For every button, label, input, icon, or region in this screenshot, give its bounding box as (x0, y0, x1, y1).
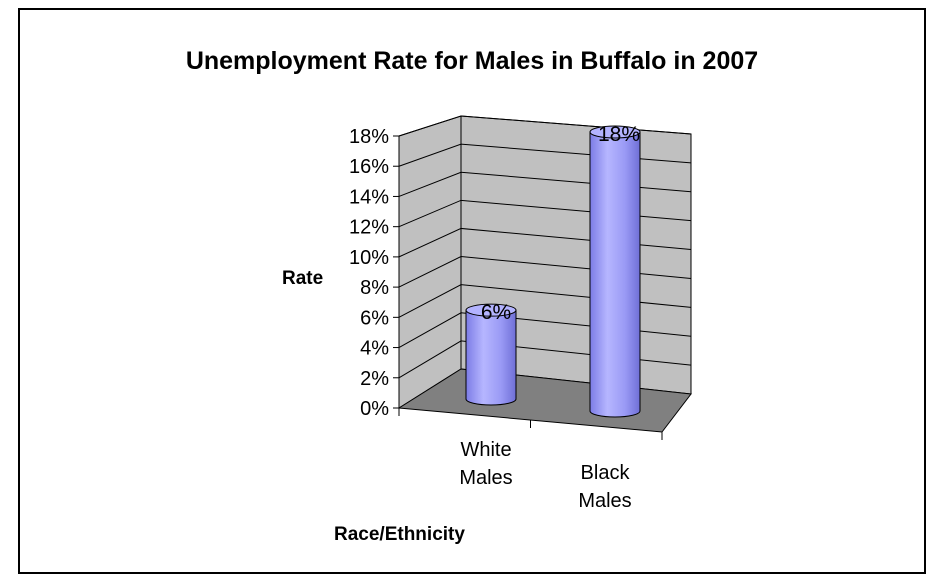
x-tick-label: White (460, 439, 511, 461)
chart-svg: Unemployment Rate for Males in Buffalo i… (186, 47, 758, 545)
x-axis-labels: White Males Black Males (459, 439, 631, 512)
bars (465, 125, 641, 418)
bar-body (589, 131, 641, 418)
x-tick-label: Black (581, 462, 631, 484)
y-tick-label: 12% (349, 217, 389, 239)
y-tick-label: 2% (360, 368, 389, 390)
bar-body (465, 309, 517, 406)
y-tick-label: 16% (349, 156, 389, 178)
x-axis-title: Race/Ethnicity (334, 524, 465, 545)
y-tick-label: 14% (349, 186, 389, 208)
bar-top (465, 303, 517, 317)
data-labels: 6% 18% (481, 123, 640, 324)
data-label: 18% (598, 123, 640, 146)
y-tick-label: 18% (349, 126, 389, 148)
data-label: 6% (481, 301, 511, 324)
chart-title: Unemployment Rate for Males in Buffalo i… (186, 47, 758, 75)
y-axis-ticks: 0% 2% 4% 6% 8% 10% 12% 14% 16% 18% (349, 126, 400, 420)
chart-frame: Unemployment Rate for Males in Buffalo i… (18, 8, 926, 574)
x-tick-label: Males (578, 490, 631, 512)
x-axis-ticks (398, 408, 663, 440)
bar-1 (589, 125, 641, 418)
y-tick-label: 10% (349, 247, 389, 269)
x-tick-label: Males (459, 467, 512, 489)
y-tick-label: 6% (360, 307, 389, 329)
y-axis-title: Rate (282, 268, 323, 289)
bar-top (589, 125, 641, 139)
y-tick-label: 0% (360, 398, 389, 420)
y-tick-label: 4% (360, 338, 389, 360)
y-tick-label: 8% (360, 277, 389, 299)
side-wall (398, 115, 462, 409)
bar-0 (465, 303, 517, 406)
